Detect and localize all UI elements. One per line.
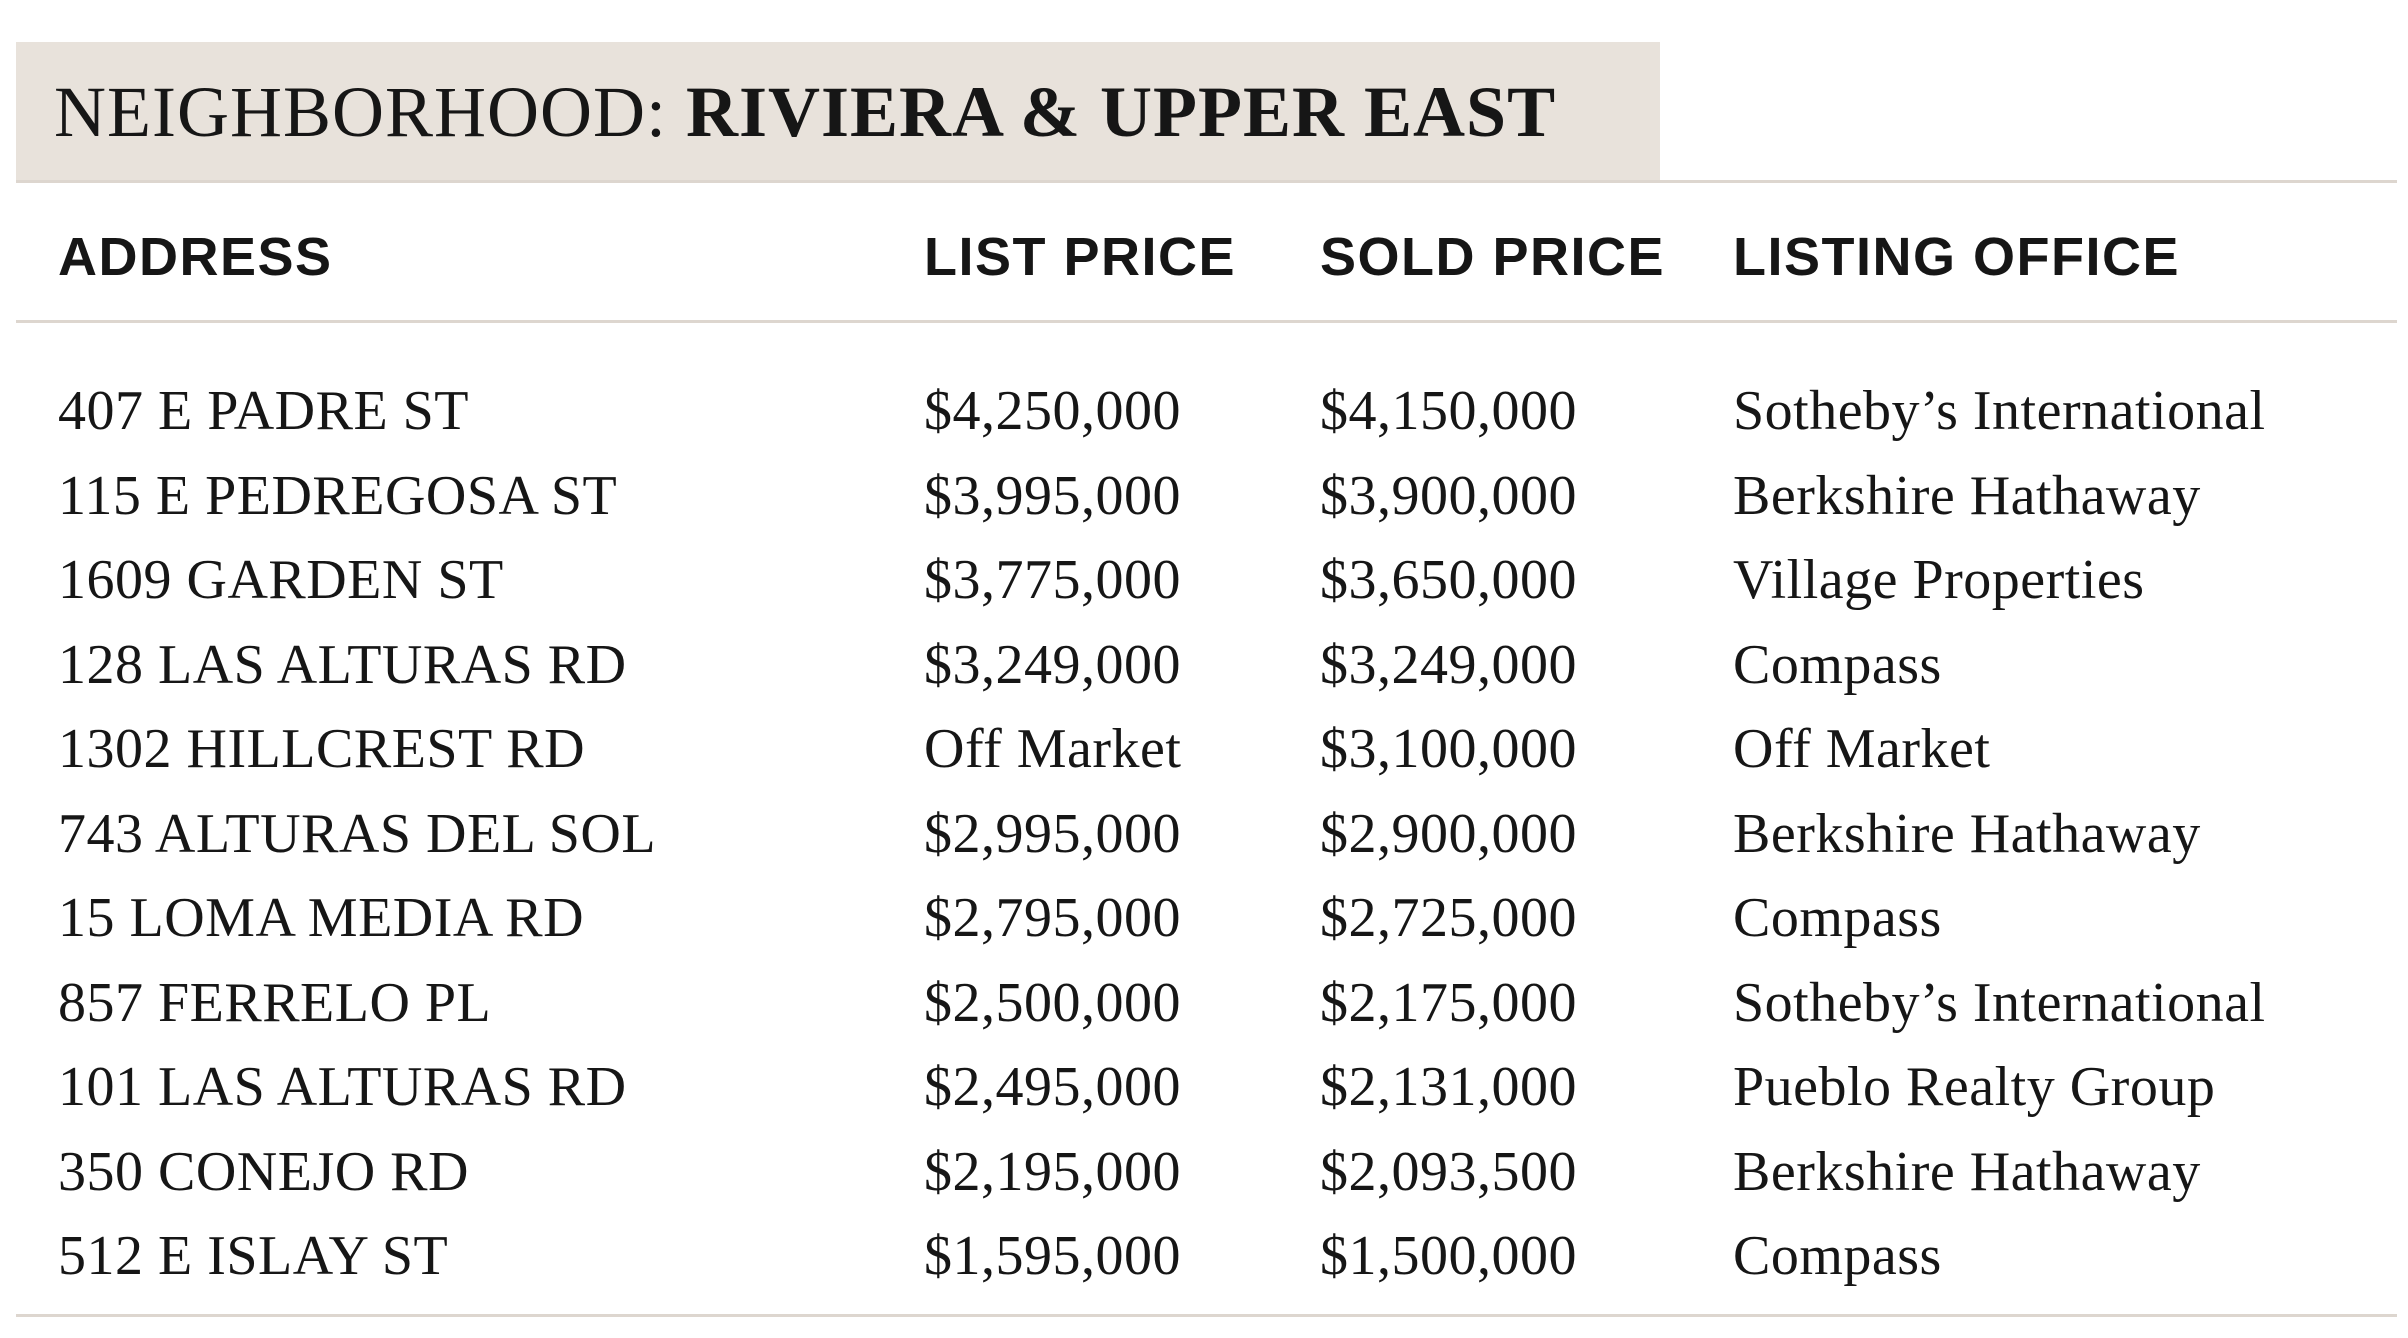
table-cell: 743 ALTURAS DEL SOL: [58, 802, 657, 865]
divider: [16, 1314, 2397, 1317]
divider: [16, 320, 2397, 323]
table-cell: Compass: [1733, 887, 1942, 949]
table-cell: Compass: [1733, 1225, 1942, 1287]
table-cell: 128 LAS ALTURAS RD: [58, 633, 627, 696]
table-cell: Sotheby’s International: [1733, 380, 2266, 442]
table-cell: 1609 GARDEN ST: [58, 549, 504, 611]
table-cell: $2,900,000: [1320, 802, 1577, 865]
table-cell: $2,795,000: [924, 887, 1181, 949]
title-box: NEIGHBORHOOD: RIVIERA & UPPER EAST: [16, 42, 1660, 182]
table-cell: $4,150,000: [1320, 380, 1577, 442]
table-cell: $3,249,000: [924, 633, 1181, 696]
table-cell: $2,175,000: [1320, 971, 1577, 1034]
title: NEIGHBORHOOD: RIVIERA & UPPER EAST: [54, 72, 1556, 152]
column-header: LIST PRICE: [924, 227, 1237, 287]
table-cell: Off Market: [924, 718, 1182, 780]
divider: [16, 180, 2397, 183]
table-cell: $1,500,000: [1320, 1225, 1577, 1287]
table-cell: 115 E PEDREGOSA ST: [58, 464, 618, 527]
title-name: RIVIERA & UPPER EAST: [685, 72, 1557, 152]
column-header: SOLD PRICE: [1320, 227, 1666, 287]
table-cell: $3,900,000: [1320, 464, 1577, 527]
table-cell: $2,093,500: [1320, 1140, 1577, 1203]
table-cell: Pueblo Realty Group: [1733, 1056, 2216, 1118]
table-cell: Berkshire Hathaway: [1733, 464, 2201, 527]
table-cell: $3,775,000: [924, 549, 1181, 611]
table-cell: 512 E ISLAY ST: [58, 1225, 449, 1287]
table-cell: $2,500,000: [924, 971, 1181, 1034]
table-cell: 1302 HILLCREST RD: [58, 718, 586, 780]
column-header: ADDRESS: [58, 227, 333, 287]
table-cell: 101 LAS ALTURAS RD: [58, 1056, 627, 1118]
table-cell: Village Properties: [1733, 549, 2145, 611]
table-cell: $3,995,000: [924, 464, 1181, 527]
table-cell: Sotheby’s International: [1733, 971, 2266, 1034]
table-cell: $3,249,000: [1320, 633, 1577, 696]
table-cell: $2,131,000: [1320, 1056, 1577, 1118]
table-cell: 15 LOMA MEDIA RD: [58, 887, 585, 949]
table-cell: $1,595,000: [924, 1225, 1181, 1287]
table-cell: $4,250,000: [924, 380, 1181, 442]
table-cell: 407 E PADRE ST: [58, 380, 470, 442]
table-cell: 857 FERRELO PL: [58, 971, 492, 1034]
table-cell: $2,995,000: [924, 802, 1181, 865]
table-cell: $3,650,000: [1320, 549, 1577, 611]
table-cell: Off Market: [1733, 718, 1991, 780]
table-cell: $2,195,000: [924, 1140, 1181, 1203]
table-cell: Compass: [1733, 633, 1942, 696]
table-cell: Berkshire Hathaway: [1733, 802, 2201, 865]
title-label: NEIGHBORHOOD:: [54, 72, 667, 152]
table-cell: $2,495,000: [924, 1056, 1181, 1118]
table-cell: 350 CONEJO RD: [58, 1140, 469, 1203]
table-cell: $3,100,000: [1320, 718, 1577, 780]
column-header: LISTING OFFICE: [1733, 227, 2180, 287]
table-cell: $2,725,000: [1320, 887, 1577, 949]
table-cell: Berkshire Hathaway: [1733, 1140, 2201, 1203]
